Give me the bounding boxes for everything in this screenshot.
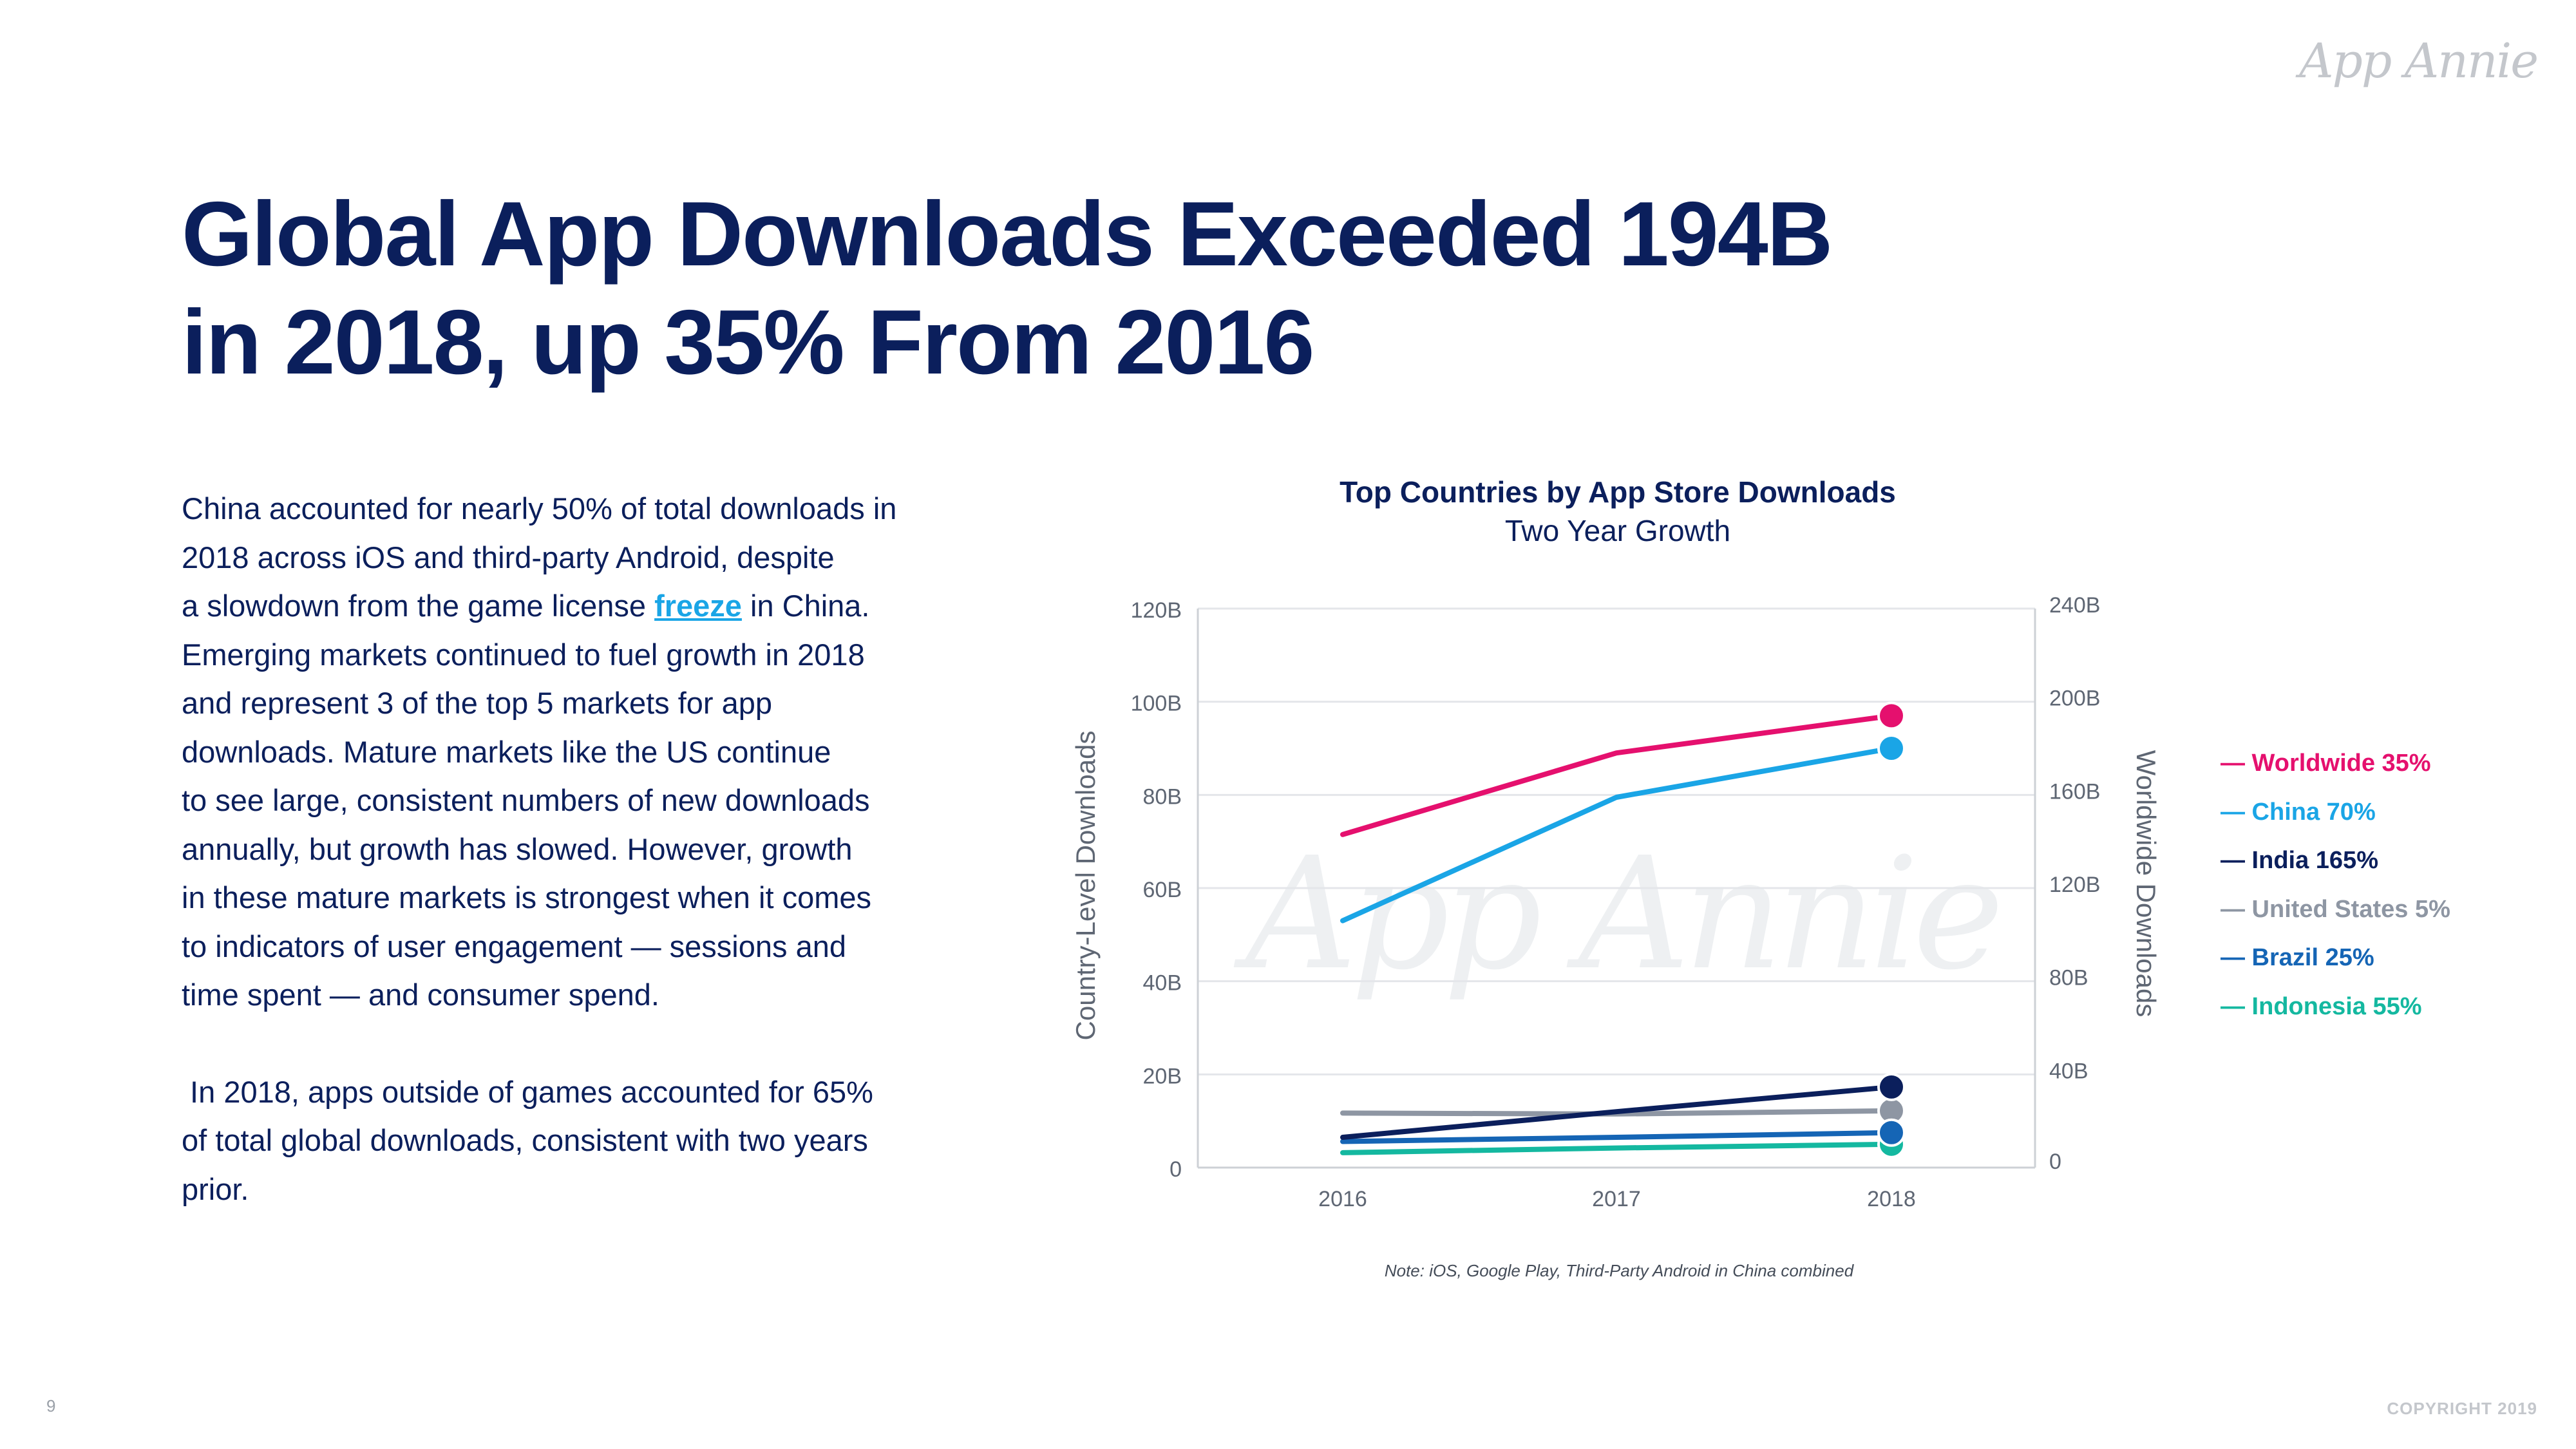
body-line: a slowdown from the game license freeze … (182, 582, 1019, 630)
paragraph-gap (182, 1019, 1019, 1068)
series-line-china (1340, 746, 1894, 923)
body-line-text: a slowdown from the game license (182, 589, 655, 623)
page-title-line-2: in 2018, up 35% From 2016 (182, 291, 1314, 393)
body-line: time spent — and consumer spend. (182, 978, 659, 1012)
y-tick-right-label: 160B (2049, 779, 2100, 804)
body-line: 2018 across iOS and third-party Android,… (182, 540, 835, 574)
y-tick-left-label: 120B (1131, 598, 1182, 623)
series-line-india (1340, 1084, 1894, 1140)
y-axis-left-label: Country-Level Downloads (1070, 731, 1101, 1041)
body-line: prior. (182, 1171, 249, 1206)
page-title: Global App Downloads Exceeded 194B in 20… (182, 180, 1856, 397)
body-line: China accounted for nearly 50% of total … (182, 491, 897, 526)
x-tick-label: 2017 (1592, 1187, 1641, 1211)
chart-title: Top Countries by App Store Downloads (1340, 475, 1896, 509)
body-line: downloads. Mature markets like the US co… (182, 734, 831, 769)
chart-svg: Top Countries by App Store Downloads Two… (1070, 475, 2161, 1280)
y-tick-right-label: 120B (2049, 873, 2100, 897)
body-line: In 2018, apps outside of games accounted… (182, 1074, 873, 1109)
y-tick-left-label: 40B (1143, 971, 1182, 996)
copyright: COPYRIGHT 2019 (2387, 1399, 2537, 1418)
series-line-worldwide (1340, 713, 1894, 837)
legend-item-indonesia: — Indonesia 55% (2221, 992, 2422, 1020)
chart-subtitle: Two Year Growth (1505, 514, 1730, 547)
body-line: annually, but growth has slowed. However… (182, 831, 853, 866)
y-tick-left-label: 80B (1143, 784, 1182, 809)
legend-item-brazil: — Brazil 25% (2221, 944, 2374, 971)
y-tick-right-label: 40B (2049, 1059, 2088, 1083)
y-tick-left-label: 20B (1143, 1064, 1182, 1088)
body-line: to indicators of user engagement — sessi… (182, 929, 846, 963)
y-axis-right-label: Worldwide Downloads (2131, 750, 2161, 1018)
legend-item-india: — India 165% (2221, 847, 2378, 874)
series-endpoint-brazil (1877, 1118, 1906, 1147)
body-line-text: in China. (741, 589, 870, 623)
legend-item-worldwide: — Worldwide 35% (2221, 750, 2431, 777)
body-line: and represent 3 of the top 5 markets for… (182, 686, 773, 720)
x-tick-label: 2016 (1318, 1187, 1367, 1211)
series-endpoint-india (1877, 1072, 1906, 1101)
page-title-line-1: Global App Downloads Exceeded 194B (182, 183, 1833, 285)
x-tick-label: 2018 (1867, 1187, 1916, 1211)
chart-watermark: App Annie (1233, 824, 1998, 1004)
y-tick-left-label: 60B (1143, 878, 1182, 902)
y-tick-left-label: 0 (1170, 1157, 1182, 1182)
y-tick-left-label: 100B (1131, 692, 1182, 716)
series-endpoint-china (1877, 734, 1906, 762)
body-line: to see large, consistent numbers of new … (182, 783, 870, 817)
series-line-brazil (1340, 1130, 1894, 1144)
chart-note: Note: iOS, Google Play, Third-Party Andr… (1385, 1261, 1855, 1280)
y-tick-right-label: 240B (2049, 593, 2100, 618)
body-line: of total global downloads, consistent wi… (182, 1123, 868, 1157)
series-line-indonesia (1340, 1141, 1894, 1155)
body-text: China accounted for nearly 50% of total … (182, 484, 1019, 1213)
chart-legend: — Worldwide 35% — China 70% — India 165%… (2221, 739, 2450, 1031)
y-tick-right-label: 80B (2049, 966, 2088, 990)
app-annie-logo: App Annie (2299, 33, 2539, 89)
legend-item-china: — China 70% (2221, 798, 2376, 826)
body-line: in these mature markets is strongest whe… (182, 880, 871, 914)
legend-item-united-states: — United States 5% (2221, 895, 2450, 923)
y-tick-right-label: 200B (2049, 687, 2100, 711)
freeze-link[interactable]: freeze (654, 589, 742, 623)
series-endpoint-worldwide (1877, 701, 1906, 730)
downloads-chart: Top Countries by App Store Downloads Two… (1030, 464, 2576, 1301)
y-tick-right-label: 0 (2049, 1150, 2061, 1174)
page-number: 9 (46, 1396, 56, 1416)
body-line: Emerging markets continued to fuel growt… (182, 637, 865, 672)
